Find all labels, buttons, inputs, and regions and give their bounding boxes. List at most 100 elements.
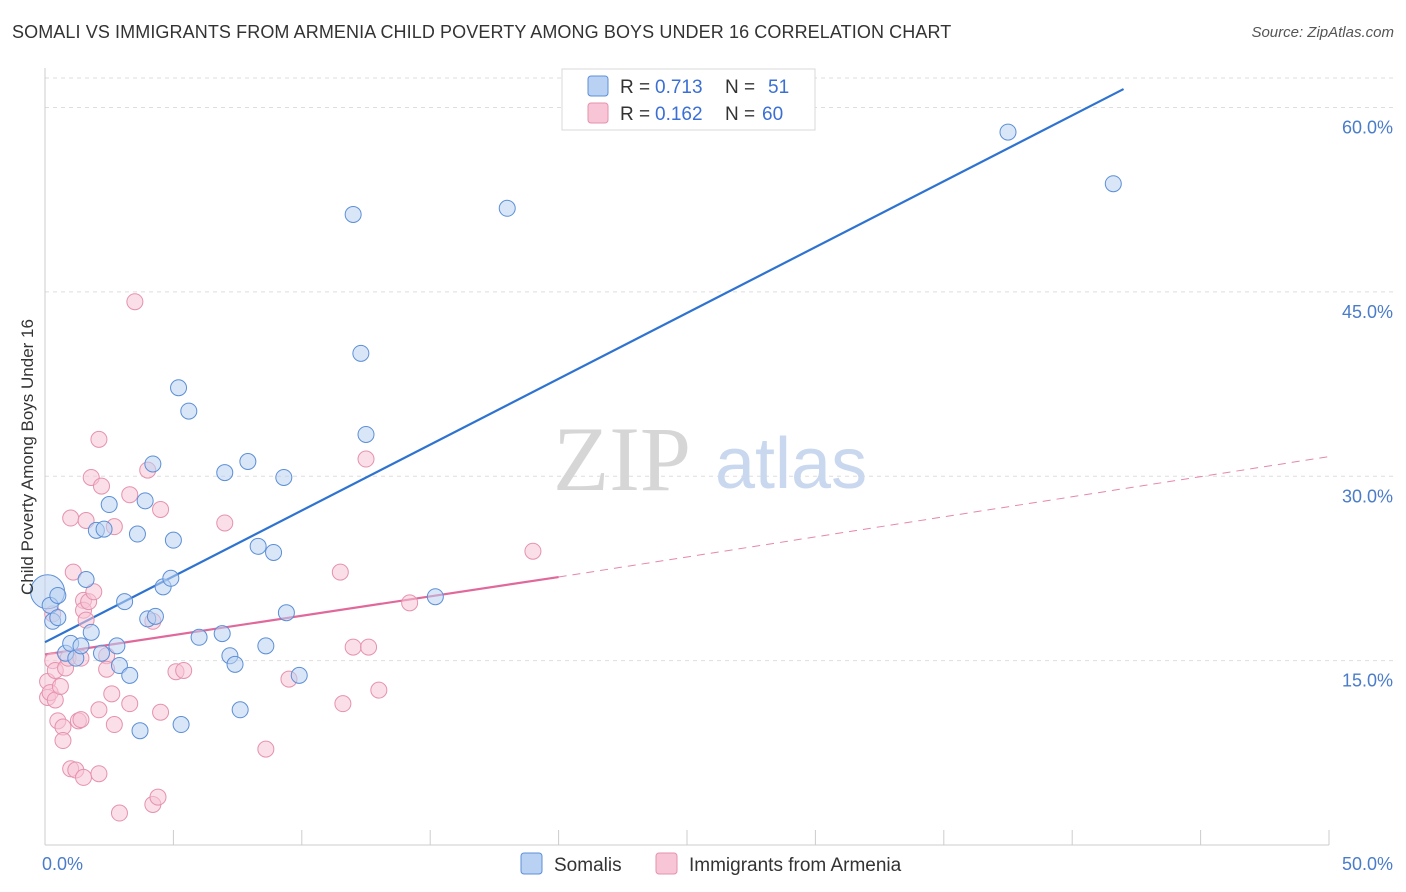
trend-line-extension-1 xyxy=(558,456,1330,578)
point-armenia-58 xyxy=(401,594,419,612)
somali-legend-swatch xyxy=(587,75,609,97)
point-somali-9 xyxy=(82,623,100,641)
series-armenia xyxy=(39,293,542,822)
point-somali-15 xyxy=(110,657,128,675)
somalis-legend-label: Somalis xyxy=(554,855,622,876)
armenia-legend-swatch xyxy=(587,102,609,124)
y-tick-label-3: 60.0% xyxy=(1342,118,1393,138)
point-armenia-15 xyxy=(64,563,82,581)
point-armenia-39 xyxy=(121,486,139,504)
y-tick-label-2: 45.0% xyxy=(1342,302,1393,322)
watermark-zip: ZIP xyxy=(553,408,691,510)
point-armenia-34 xyxy=(103,685,121,703)
point-armenia-36 xyxy=(105,716,123,734)
x-tick-label-min: 0.0% xyxy=(42,854,83,874)
point-somali-49 xyxy=(1104,175,1122,193)
armenia-n-value: 60 xyxy=(762,104,783,125)
somali-r-value: 0.713 xyxy=(655,77,703,98)
point-armenia-40 xyxy=(126,293,144,311)
point-armenia-14 xyxy=(62,509,80,527)
somalis-legend-swatch xyxy=(520,852,543,875)
point-somali-13 xyxy=(100,496,118,514)
point-armenia-44 xyxy=(149,788,167,806)
axes xyxy=(44,68,1330,846)
point-armenia-50 xyxy=(257,740,275,758)
grid-lines xyxy=(45,77,1393,662)
y-tick-labels: 15.0% 30.0% 45.0% 60.0% xyxy=(1342,118,1393,691)
data-points xyxy=(30,123,1122,822)
armenia-legend-swatch-bottom xyxy=(655,852,678,875)
point-somali-23 xyxy=(146,607,164,625)
point-armenia-57 xyxy=(370,681,388,699)
point-armenia-48 xyxy=(175,661,193,679)
point-somali-43 xyxy=(344,205,362,223)
somali-n-value: 51 xyxy=(768,77,789,98)
point-armenia-49 xyxy=(216,514,234,532)
point-somali-3 xyxy=(49,586,67,604)
point-armenia-54 xyxy=(344,638,362,656)
point-somali-37 xyxy=(249,537,267,555)
point-armenia-18 xyxy=(72,711,90,729)
armenia-r-value: 0.162 xyxy=(655,104,703,125)
watermark: ZIP atlas xyxy=(553,408,867,510)
point-armenia-29 xyxy=(90,701,108,719)
point-armenia-56 xyxy=(360,638,378,656)
y-axis-label: Child Poverty Among Boys Under 16 xyxy=(18,319,37,595)
point-armenia-55 xyxy=(357,450,375,468)
point-armenia-52 xyxy=(331,563,349,581)
point-somali-20 xyxy=(136,492,154,510)
x-tick-labels: 0.0% 50.0% xyxy=(42,854,1393,874)
armenia-legend-label: Immigrants from Armenia xyxy=(689,855,902,876)
point-somali-39 xyxy=(265,543,283,561)
point-somali-32 xyxy=(216,464,234,482)
point-somali-45 xyxy=(357,425,375,443)
point-somali-44 xyxy=(352,344,370,362)
point-somali-31 xyxy=(213,625,231,643)
point-somali-50 xyxy=(49,609,67,627)
y-tick-label-0: 15.0% xyxy=(1342,671,1393,691)
point-somali-42 xyxy=(290,666,308,684)
somali-n-label: N = xyxy=(725,77,755,98)
point-somali-38 xyxy=(257,637,275,655)
point-armenia-30 xyxy=(90,765,108,783)
point-armenia-27 xyxy=(85,583,103,601)
trend-line-1 xyxy=(44,575,559,656)
point-armenia-28 xyxy=(90,430,108,448)
point-somali-41 xyxy=(277,604,295,622)
y-tick-label-1: 30.0% xyxy=(1342,486,1393,506)
point-somali-11 xyxy=(92,644,110,662)
stats-legend: R = 0.713 N = 51 R = 0.162 N = 60 xyxy=(561,68,816,131)
trend-lines xyxy=(44,88,1330,656)
point-somali-16 xyxy=(116,593,134,611)
point-armenia-24 xyxy=(77,512,95,529)
chart-title: SOMALI VS IMMIGRANTS FROM ARMENIA CHILD … xyxy=(12,22,952,42)
point-somali-26 xyxy=(164,531,182,549)
point-somali-17 xyxy=(121,666,139,684)
point-somali-12 xyxy=(95,520,113,538)
point-armenia-46 xyxy=(152,703,170,721)
trend-line-0 xyxy=(44,88,1125,644)
point-somali-35 xyxy=(231,701,249,719)
point-armenia-38 xyxy=(121,695,139,713)
point-somali-22 xyxy=(144,455,162,473)
point-somali-19 xyxy=(131,722,149,740)
point-somali-46 xyxy=(426,588,444,606)
series-somalis xyxy=(30,123,1122,740)
point-armenia-45 xyxy=(152,500,170,518)
point-armenia-59 xyxy=(524,542,542,560)
point-armenia-37 xyxy=(110,804,128,822)
series-legend: Somalis Immigrants from Armenia xyxy=(520,852,902,876)
point-somali-18 xyxy=(128,525,146,543)
point-somali-25 xyxy=(162,569,180,587)
watermark-atlas: atlas xyxy=(715,424,867,504)
point-somali-7 xyxy=(72,637,90,655)
point-somali-14 xyxy=(108,637,126,655)
point-somali-8 xyxy=(77,571,95,588)
point-somali-36 xyxy=(239,453,257,470)
chart-source: Source: ZipAtlas.com xyxy=(1251,24,1394,41)
armenia-n-label: N = xyxy=(725,104,755,125)
point-somali-48 xyxy=(999,123,1017,141)
point-somali-27 xyxy=(170,379,188,397)
point-armenia-10 xyxy=(54,732,72,750)
